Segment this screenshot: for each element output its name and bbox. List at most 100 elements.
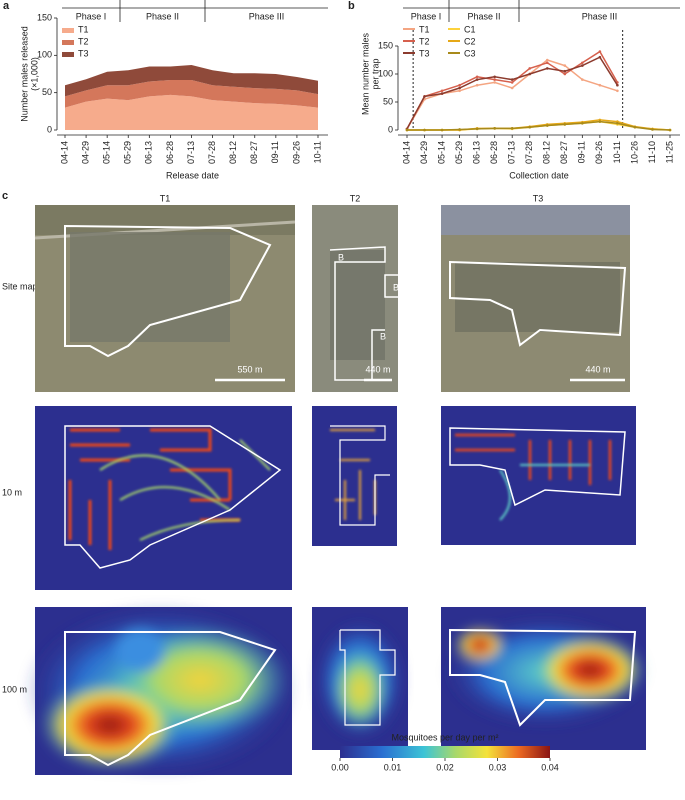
- point: [510, 127, 514, 130]
- legend-label: T1: [419, 24, 430, 34]
- point: [563, 64, 567, 67]
- x-tick-label: 04-14: [401, 141, 411, 164]
- y-tick-label: 100: [378, 68, 393, 78]
- y-tick-label: 150: [378, 40, 393, 50]
- line: [407, 119, 671, 131]
- phase-label: Phase II: [467, 11, 500, 21]
- row-title: Site map: [2, 281, 38, 291]
- point: [633, 125, 637, 129]
- point: [475, 127, 479, 131]
- point: [475, 78, 479, 81]
- point: [598, 120, 602, 123]
- y-tick-label: 0: [47, 124, 52, 134]
- legend-swatch: [403, 28, 415, 30]
- y-tick-label: 50: [383, 96, 393, 106]
- y-tick-label: 100: [37, 50, 52, 60]
- line: [407, 120, 671, 131]
- column-title: T3: [533, 193, 544, 203]
- point: [423, 128, 426, 132]
- legend-swatch: [403, 40, 415, 42]
- x-tick-label: 08-12: [228, 141, 238, 164]
- point: [405, 128, 409, 132]
- point: [581, 121, 584, 125]
- phase-label: Phase III: [582, 11, 618, 21]
- point: [598, 55, 602, 59]
- marker: B: [393, 282, 399, 292]
- x-tick-label: 09-11: [270, 141, 280, 163]
- area: [65, 79, 318, 108]
- legend-swatch: [62, 52, 74, 57]
- scale-bar-label: 550 m: [237, 364, 262, 374]
- marker: B: [380, 331, 386, 341]
- y-tick-label: 150: [37, 12, 52, 22]
- x-tick-label: 06-28: [165, 141, 175, 164]
- column-title: T1: [160, 193, 171, 203]
- point: [510, 78, 514, 81]
- x-tick-label: 06-13: [472, 141, 482, 164]
- scale-bar-label: 440 m: [365, 364, 390, 374]
- x-axis-label: Collection date: [509, 170, 569, 180]
- point: [651, 128, 654, 131]
- y-axis-label: Number males released: [19, 26, 29, 122]
- x-tick-label: 08-27: [249, 141, 259, 164]
- point: [493, 81, 496, 84]
- x-tick-label: 05-29: [454, 141, 464, 164]
- area: [65, 94, 318, 130]
- panel-label: a: [3, 0, 10, 12]
- point: [598, 83, 602, 87]
- x-tick-label: 09-11: [577, 141, 587, 163]
- phase-label: Phase II: [146, 11, 179, 21]
- heat-map: [441, 607, 646, 750]
- point: [545, 67, 549, 70]
- point: [458, 83, 461, 87]
- point: [458, 128, 461, 131]
- y-axis-label: (×1,000): [29, 57, 39, 91]
- row-title: 100 m: [2, 684, 27, 694]
- legend-label: T2: [78, 36, 89, 46]
- point: [563, 123, 567, 126]
- legend-swatch: [62, 40, 74, 45]
- point: [510, 86, 514, 90]
- panel-a: a Phase I Phase II Phase III 0 50 100 150 04-14 0…: [3, 0, 328, 180]
- colorbar-gradient: [340, 746, 550, 758]
- colorbar-tick-label: 0.01: [384, 762, 402, 772]
- x-tick-label: 10-26: [629, 141, 639, 164]
- x-tick-label: 06-13: [144, 141, 154, 164]
- x-tick-label: 10-11: [312, 141, 322, 163]
- x-axis-label: Release date: [166, 170, 219, 180]
- site-map: 440 m: [441, 205, 630, 392]
- legend-label: C3: [464, 48, 476, 58]
- legend-swatch: [448, 52, 460, 54]
- x-tick-label: 06-28: [489, 141, 499, 164]
- x-tick-label: 07-28: [524, 141, 534, 164]
- phase-label: Phase I: [411, 11, 442, 21]
- x-tick-label: 05-14: [102, 141, 112, 164]
- legend-label: T3: [78, 48, 89, 58]
- phase-label: Phase III: [249, 11, 285, 21]
- point: [493, 75, 496, 79]
- column-title: T2: [350, 193, 361, 203]
- colorbar-tick-label: 0.04: [541, 762, 559, 772]
- point: [545, 61, 549, 65]
- point: [475, 83, 479, 87]
- point: [581, 64, 584, 67]
- point: [616, 121, 619, 125]
- x-tick-label: 04-14: [59, 141, 69, 164]
- legend-swatch: [448, 40, 460, 42]
- panel-c: c T1 T2 T3 Site map 10 m 100 m 550 m B B…: [2, 190, 646, 775]
- y-tick-label: 0: [388, 124, 393, 134]
- y-tick-label: 50: [42, 87, 52, 97]
- point: [440, 128, 444, 132]
- legend-swatch: [403, 52, 415, 54]
- line: [406, 56, 619, 130]
- x-tick-label: 10-11: [612, 141, 622, 163]
- colorbar: Mosquitoes per day per m² 0.00 0.01 0.02 0.…: [331, 732, 559, 772]
- panel-label: c: [2, 190, 8, 202]
- point: [598, 50, 602, 53]
- legend-label: T1: [78, 24, 89, 34]
- heat-map: [312, 607, 408, 750]
- area: [65, 65, 318, 97]
- point: [563, 72, 567, 76]
- colorbar-tick-label: 0.03: [489, 762, 507, 772]
